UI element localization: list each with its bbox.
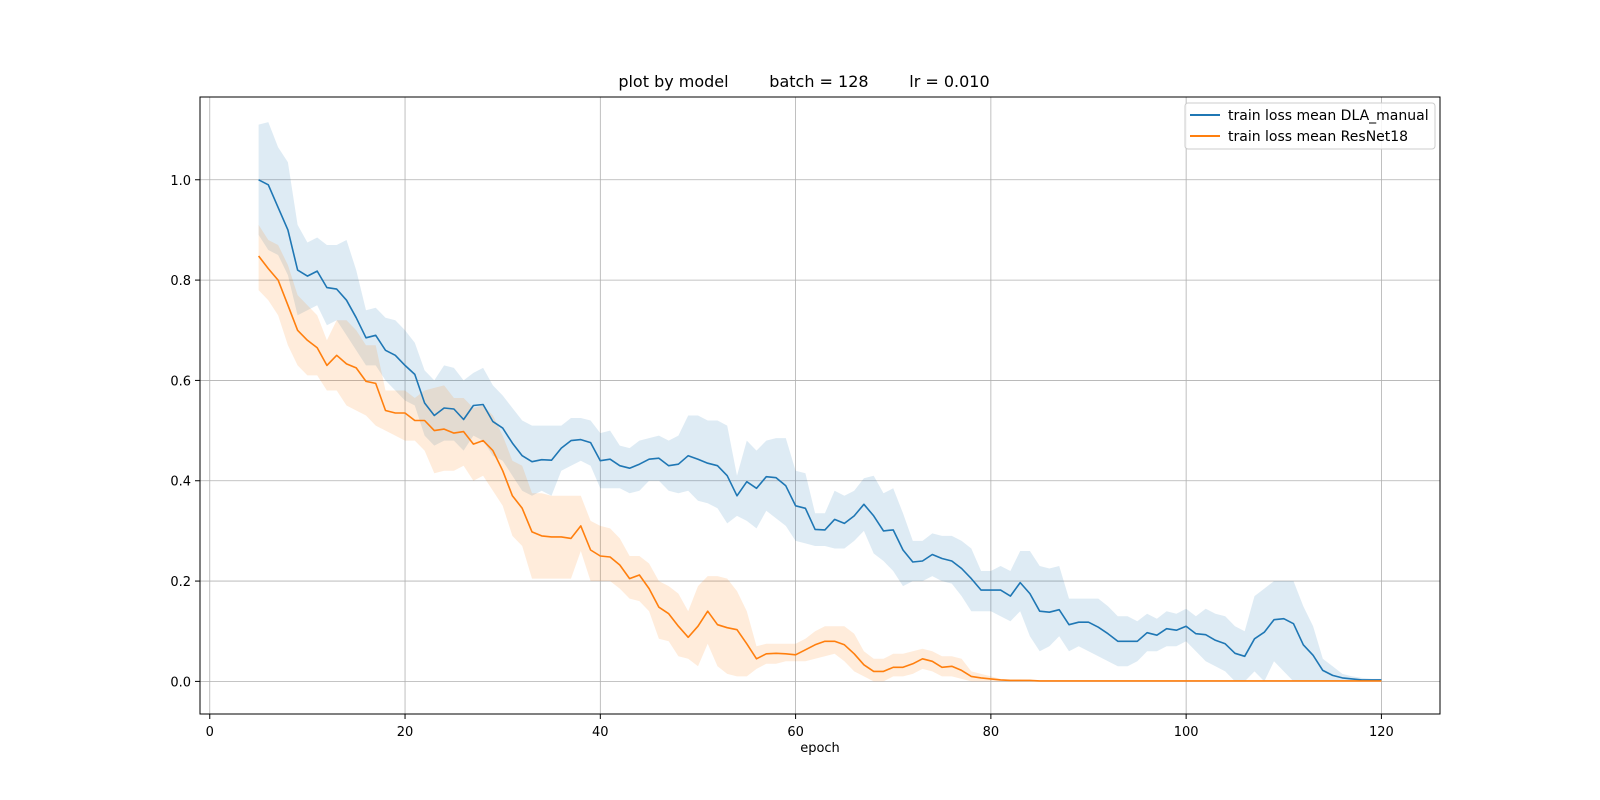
y-tick-label: 0.4 <box>170 475 191 490</box>
x-tick-label: 120 <box>1369 725 1394 740</box>
x-tick-label: 0 <box>206 725 214 740</box>
x-tick-label: 40 <box>592 725 609 740</box>
x-axis-label: epoch <box>800 741 840 756</box>
legend: train loss mean DLA_manual train loss me… <box>1184 102 1436 150</box>
series-band-1 <box>258 224 1382 682</box>
series-line-0 <box>258 179 1382 681</box>
legend-label-resnet: train loss mean ResNet18 <box>1228 129 1408 145</box>
axis-ticks: 0 20 40 60 80 100 120 0.0 0.2 0.4 0.6 0.8 1.0 <box>170 174 1394 740</box>
x-tick-label: 20 <box>397 725 414 740</box>
confidence-bands <box>258 122 1382 682</box>
series-lines <box>257 179 1382 682</box>
y-tick-label: 1.0 <box>170 174 191 189</box>
series-line-1 <box>257 255 1382 682</box>
y-tick-label: 0.2 <box>170 575 191 590</box>
x-tick-label: 60 <box>787 725 804 740</box>
legend-box <box>1184 102 1436 150</box>
x-tick-label: 80 <box>983 725 1000 740</box>
y-tick-label: 0.8 <box>170 274 191 289</box>
y-tick-label: 0.0 <box>170 675 191 690</box>
legend-label-dla: train loss mean DLA_manual <box>1228 108 1429 124</box>
grid-lines <box>200 97 1440 714</box>
chart-title: plot by model batch = 128 lr = 0.010 <box>618 72 989 91</box>
y-tick-label: 0.6 <box>170 374 191 389</box>
x-tick-label: 100 <box>1174 725 1199 740</box>
plot-frame <box>199 96 1441 715</box>
